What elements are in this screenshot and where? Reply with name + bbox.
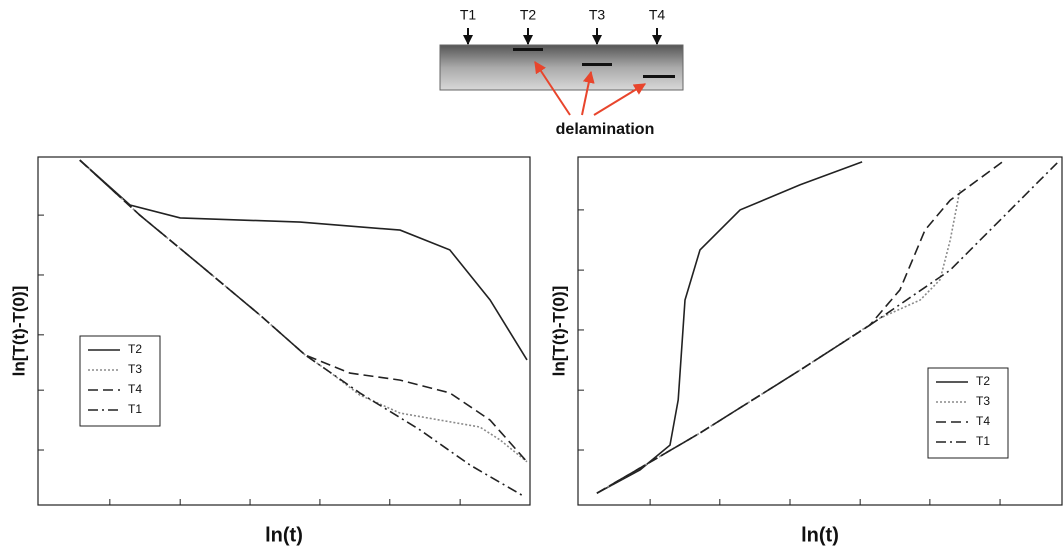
legend-box (927, 367, 1009, 459)
pointer-arrow (534, 60, 571, 116)
plot-frame (37, 156, 531, 506)
series-line (79, 159, 526, 498)
legend-label: T4 (128, 382, 142, 396)
series-line (596, 161, 863, 494)
legend-label: T1 (128, 402, 142, 416)
series-line (79, 159, 528, 361)
plot-frame (577, 156, 1063, 506)
probe-label: T1 (460, 7, 477, 23)
delamination-label: delamination (556, 121, 655, 138)
legend-label: T3 (128, 362, 142, 376)
delamination-bar (582, 63, 612, 66)
delamination-bar (513, 48, 543, 51)
legend-label: T3 (976, 394, 990, 408)
legend-label: T1 (976, 434, 990, 448)
legend-label: T2 (128, 342, 142, 356)
series-line (596, 159, 1006, 494)
series-line (596, 189, 961, 494)
specimen-diagram: T1 T2 T3 T4 delamination (439, 7, 684, 138)
legend-box (79, 335, 161, 427)
y-axis-label: ln[T(t)-T(0)] (9, 286, 28, 377)
series-line (596, 162, 1058, 494)
x-axis-label: ln(t) (801, 524, 839, 546)
specimen (439, 44, 684, 91)
y-axis-label: ln[T(t)-T(0)] (549, 286, 568, 377)
probe-label: T2 (520, 7, 537, 23)
x-axis-label: ln(t) (265, 524, 303, 546)
legend-label: T2 (976, 374, 990, 388)
delamination-bar (643, 75, 675, 78)
probe-label: T3 (589, 7, 606, 23)
legend-label: T4 (976, 414, 990, 428)
pointer-arrow (593, 83, 647, 116)
probe-label: T4 (649, 7, 666, 23)
pointer-arrow (581, 70, 595, 116)
